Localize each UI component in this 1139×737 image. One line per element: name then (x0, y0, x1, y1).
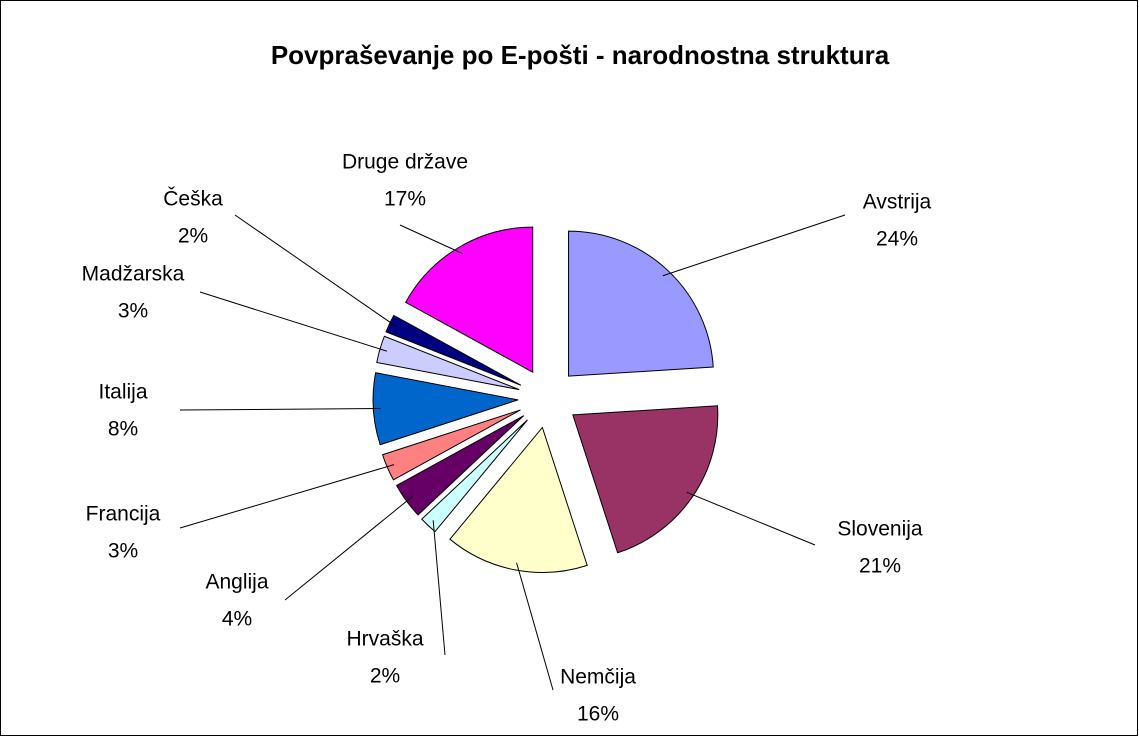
slice-value-label: 24% (876, 228, 918, 251)
slice-value-label: 2% (370, 665, 400, 688)
slice-label: Slovenija (837, 518, 923, 541)
slice-value-label: 8% (108, 418, 138, 441)
chart-title: Povpraševanje po E-pošti - narodnostna s… (271, 40, 890, 70)
slice-label: Hrvaška (346, 628, 423, 651)
slice-value-label: 21% (859, 555, 901, 578)
slice-value-label: 17% (384, 188, 426, 211)
leader-line (179, 408, 381, 411)
slice-value-label: 3% (118, 300, 148, 323)
slice-value-label: 2% (178, 225, 208, 248)
leader-line (516, 562, 554, 691)
slice-label: Češka (163, 188, 223, 211)
leader-line (179, 464, 395, 529)
slice-label: Druge države (342, 151, 468, 174)
leader-line (662, 214, 846, 277)
slice-label: Francija (86, 503, 161, 526)
leader-line (284, 496, 413, 601)
pie-slice (385, 314, 522, 386)
slice-label: Nemčija (560, 666, 636, 689)
slice-label: Anglija (205, 571, 268, 594)
leader-line (199, 291, 388, 352)
leader-line (234, 214, 397, 327)
slice-label: Madžarska (82, 263, 185, 286)
pie-slice (572, 405, 719, 554)
slice-value-label: 4% (222, 608, 252, 631)
slice-label: Avstrija (863, 191, 932, 214)
slice-value-label: 3% (108, 540, 138, 563)
leader-line (399, 224, 463, 255)
leader-line (432, 520, 446, 656)
pie-slice (381, 409, 521, 481)
leader-line (686, 491, 816, 546)
pie-slice (404, 226, 534, 374)
slice-label: Italija (98, 381, 147, 404)
pie-slice (568, 230, 714, 377)
pie-slice (421, 419, 528, 533)
pie-slice (449, 426, 588, 573)
slice-value-label: 16% (577, 703, 619, 726)
